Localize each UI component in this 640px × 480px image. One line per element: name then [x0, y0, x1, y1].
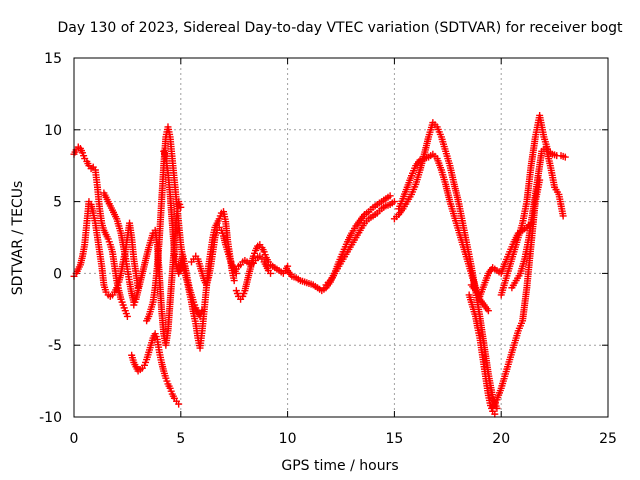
data-point — [267, 269, 275, 277]
x-tick-label: 10 — [279, 431, 297, 447]
y-tick-label: 0 — [53, 266, 62, 282]
plot-frame — [73, 57, 609, 418]
data-point — [559, 212, 567, 220]
y-tick-label: -10 — [39, 410, 62, 426]
y-tick-label: 5 — [53, 195, 62, 211]
data-point — [175, 400, 183, 408]
data-point — [230, 277, 238, 285]
y-tick-label: -5 — [48, 338, 62, 354]
data-point — [484, 307, 492, 315]
x-tick-label: 0 — [70, 431, 79, 447]
data-point — [386, 192, 394, 200]
y-tick-label: 15 — [44, 51, 62, 67]
x-tick-label: 25 — [599, 431, 617, 447]
x-tick-label: 20 — [492, 431, 510, 447]
x-tick-label: 15 — [385, 431, 403, 447]
x-tick-label: 5 — [176, 431, 185, 447]
data-point — [491, 410, 499, 418]
data-point — [561, 153, 569, 161]
y-tick-label: 10 — [44, 123, 62, 139]
data-point — [390, 198, 398, 206]
data-point — [123, 312, 131, 320]
chart-title: Day 130 of 2023, Sidereal Day-to-day VTE… — [57, 20, 623, 36]
data-points — [70, 111, 569, 418]
x-axis-label: GPS time / hours — [281, 458, 398, 474]
data-point — [177, 203, 185, 211]
y-axis-label: SDTVAR / TECUs — [10, 181, 26, 296]
